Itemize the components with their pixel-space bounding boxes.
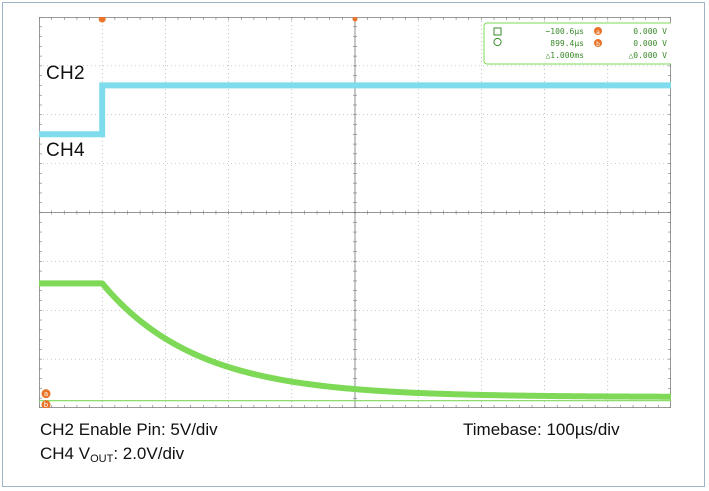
center-time-marker	[352, 17, 358, 22]
ch2-trace	[39, 82, 671, 138]
waveform-traces	[39, 82, 671, 400]
cursor-a-volt: 0.000 V	[633, 27, 667, 36]
cursor-b-marker-label: b	[44, 401, 49, 408]
oscilloscope-plot: ab −100.6µs 899.4µs △1.000ms a b 0.000 V…	[39, 17, 671, 408]
ch4-caption-subscript: OUT	[90, 453, 114, 465]
cursor-delta-time: △1.000ms	[545, 51, 584, 60]
cursor-a-marker-label: a	[44, 390, 48, 398]
timebase-caption: Timebase: 100µs/div	[463, 420, 620, 439]
marker-b-badge-label: b	[596, 41, 600, 48]
marker-a-badge	[594, 27, 602, 35]
ch4-label: CH4	[46, 140, 85, 161]
graticule	[39, 17, 671, 408]
ch4-caption-suffix: : 2.0V/div	[113, 444, 185, 463]
cursor-b-time: 899.4µs	[550, 39, 584, 48]
cursor-markers: ab	[41, 17, 358, 408]
marker-a-badge-label: a	[596, 29, 600, 36]
cursor-readout: −100.6µs 899.4µs △1.000ms a b 0.000 V 0.…	[483, 22, 671, 65]
cursor-readout-box	[483, 22, 671, 65]
cursor-delta-volt: △0.000 V	[628, 51, 667, 60]
cursor-b-volt: 0.000 V	[633, 39, 667, 48]
cursor-a-time: −100.6µs	[545, 27, 584, 36]
ch4-scale-caption: CH4 VOUT: 2.0V/div	[40, 444, 184, 465]
ch2-scale-caption: CH2 Enable Pin: 5V/div	[40, 420, 218, 439]
ch2-label: CH2	[46, 63, 85, 84]
ch4-caption-prefix: CH4 V	[40, 444, 91, 463]
marker-b-badge	[594, 39, 602, 47]
cursor-a-marker	[41, 389, 51, 399]
cursor-b-marker	[41, 400, 51, 408]
circle-cursor-icon	[493, 37, 502, 47]
trigger-marker	[98, 17, 106, 23]
square-cursor-icon	[493, 27, 502, 36]
ch4-trace	[39, 280, 671, 400]
